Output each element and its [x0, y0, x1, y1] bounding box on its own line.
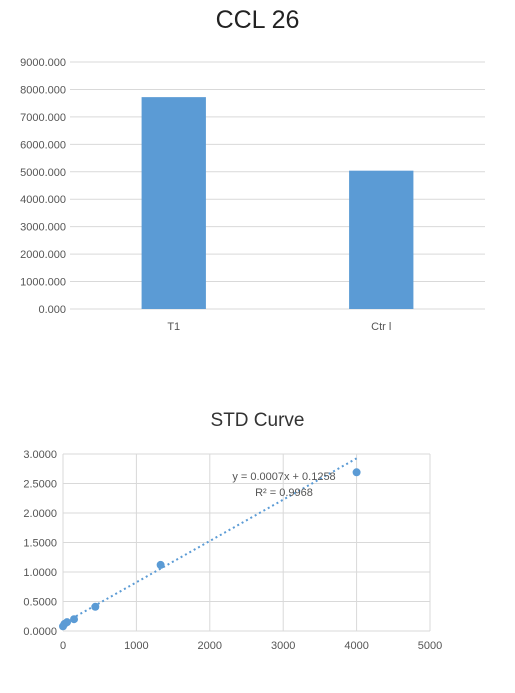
bar — [349, 170, 414, 309]
y-tick-label: 2000.000 — [20, 249, 66, 261]
y-tick-label: 0.5000 — [23, 597, 57, 609]
x-tick-label: 3000 — [271, 640, 295, 652]
y-tick-label: 5000.000 — [20, 167, 66, 179]
y-tick-label: 1.5000 — [23, 538, 57, 550]
x-tick-label: Ctr l — [371, 321, 391, 333]
y-tick-label: 8000.000 — [20, 84, 66, 96]
scatter-chart: 0.0000 0.5000 1.0000 1.5000 2.0000 2.5000 3.00… — [23, 449, 442, 652]
data-point — [352, 468, 361, 477]
data-point — [70, 615, 79, 624]
x-tick-label: 2000 — [198, 640, 222, 652]
y-tick-label: 1.0000 — [23, 567, 57, 579]
y-tick-label: 7000.000 — [20, 112, 66, 124]
x-tick-label: T1 — [167, 321, 180, 333]
trendline — [62, 457, 358, 625]
y-tick-label: 2.0000 — [23, 508, 57, 520]
data-point — [63, 618, 72, 627]
x-tick-label: 5000 — [418, 640, 442, 652]
data-point — [91, 602, 100, 611]
trendline-equation: y = 0.0007x + 0.1258 — [232, 471, 335, 483]
data-point — [156, 560, 165, 569]
y-tick-label: 2.5000 — [23, 479, 57, 491]
x-tick-label: 0 — [60, 640, 66, 652]
scatter-chart-title: STD Curve — [210, 410, 305, 431]
bar — [141, 97, 206, 309]
bar-chart: 0.000 1000.000 2000.000 3000.000 4000.000 500… — [20, 57, 485, 333]
y-tick-label: 1000.000 — [20, 277, 66, 289]
y-tick-label: 0.000 — [38, 304, 66, 316]
y-tick-label: 6000.000 — [20, 139, 66, 151]
x-tick-label: 4000 — [344, 640, 368, 652]
y-tick-label: 9000.000 — [20, 57, 66, 69]
x-tick-label: 1000 — [124, 640, 148, 652]
y-tick-label: 0.0000 — [23, 626, 57, 638]
r-squared-label: R² = 0.9968 — [255, 487, 313, 499]
y-tick-label: 3.0000 — [23, 449, 57, 461]
y-tick-label: 3000.000 — [20, 222, 66, 234]
bar-chart-title: CCL 26 — [215, 6, 300, 34]
y-tick-label: 4000.000 — [20, 194, 66, 206]
